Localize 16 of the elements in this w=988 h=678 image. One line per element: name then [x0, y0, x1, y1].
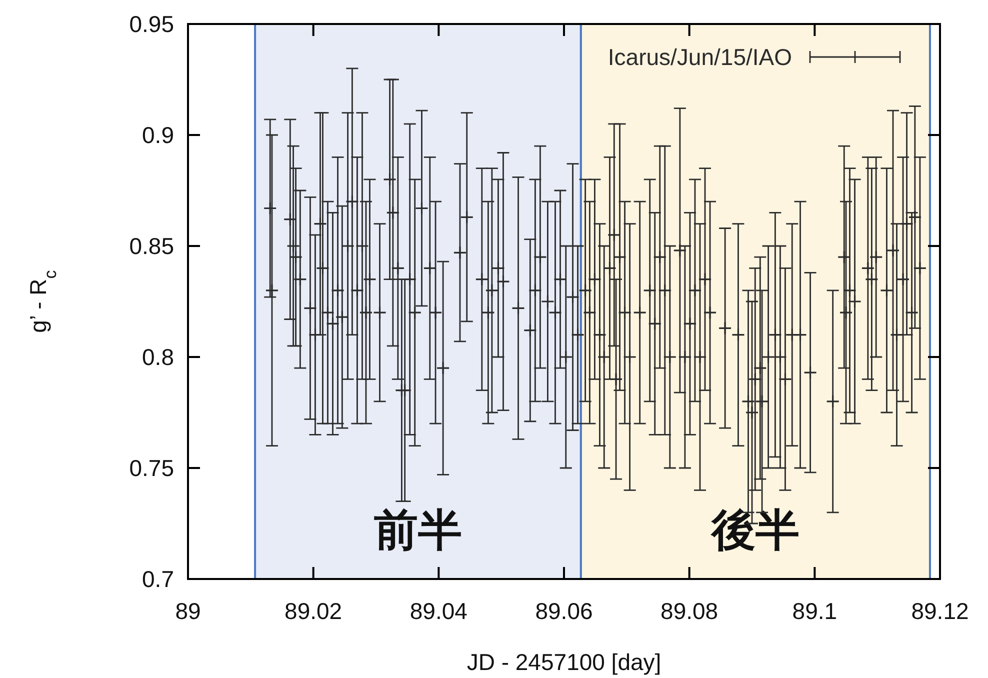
x-tick-label: 89.06 — [535, 598, 593, 624]
y-tick-label: 0.8 — [142, 344, 174, 370]
x-tick-label: 89.04 — [410, 598, 468, 624]
x-tick-label: 89.02 — [284, 598, 342, 624]
y-tick-label: 0.95 — [129, 11, 174, 37]
y-tick-label: 0.85 — [129, 233, 174, 259]
x-tick-label: 89 — [175, 598, 201, 624]
y-tick-label: 0.7 — [142, 566, 174, 592]
x-tick-label: 89.08 — [660, 598, 718, 624]
y-tick-label: 0.9 — [142, 122, 174, 148]
x-tick-label: 89.1 — [792, 598, 838, 624]
x-tick-label: 89.12 — [911, 598, 969, 624]
band-label: 前半 — [374, 506, 462, 555]
y-tick-label: 0.75 — [129, 455, 174, 481]
band-label: 後半 — [709, 506, 800, 555]
x-axis-title: JD - 2457100 [day] — [466, 649, 662, 675]
